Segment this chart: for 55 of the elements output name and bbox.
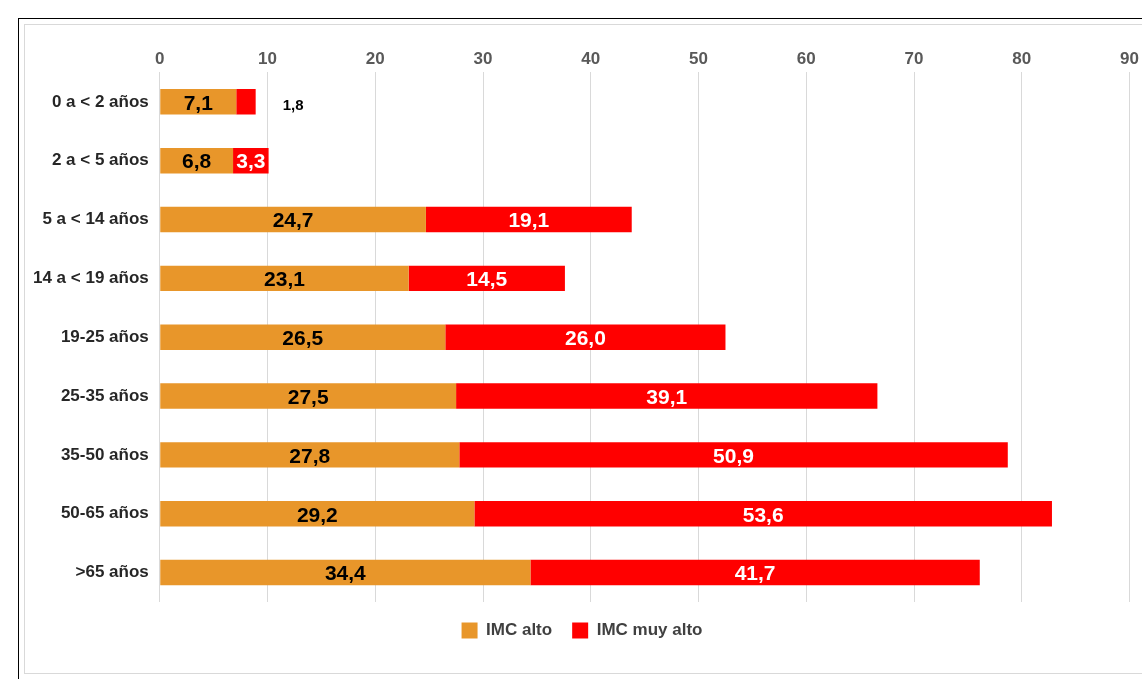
x-tick-label: 50 [689, 48, 708, 68]
data-label: 24,7 [272, 208, 314, 232]
data-label: 29,2 [296, 502, 338, 526]
x-tick-label: 60 [796, 48, 816, 68]
y-tick-label: 35-50 años [60, 444, 149, 464]
data-label: 27,5 [287, 384, 329, 408]
bar [459, 442, 1008, 468]
x-tick-label: 80 [1012, 48, 1032, 68]
bar [160, 206, 426, 233]
bar [160, 324, 446, 350]
bar [456, 383, 878, 409]
legend-label: IMC muy alto [596, 620, 703, 640]
y-tick-label: 14 a < 19 años [32, 268, 149, 288]
bar [160, 501, 475, 527]
bar [236, 89, 256, 115]
y-tick-label: >65 años [75, 562, 149, 582]
x-tick-label: 10 [258, 48, 277, 68]
data-label: 39,1 [646, 384, 688, 408]
y-tick-label: 5 a < 14 años [42, 209, 149, 229]
bar [445, 324, 726, 350]
y-tick-label: 25-35 años [60, 385, 149, 405]
bar [160, 383, 457, 409]
bar [408, 265, 565, 292]
data-label: 1,8 [282, 95, 304, 113]
data-label: 14,5 [466, 267, 508, 291]
data-label: 7,1 [183, 90, 214, 114]
x-tick-label: 70 [904, 48, 924, 68]
data-label: 34,4 [324, 561, 367, 585]
y-tick-label: 19-25 años [60, 326, 149, 346]
bar [160, 89, 237, 115]
data-label: 19,1 [508, 208, 550, 232]
bar [474, 501, 1052, 527]
bar [160, 265, 409, 292]
data-label: 53,6 [742, 502, 784, 526]
y-tick-label: 2 a < 5 años [51, 150, 149, 170]
data-label: 6,8 [182, 149, 212, 173]
legend-label: IMC alto [486, 620, 553, 640]
y-tick-label: 50-65 años [60, 503, 149, 523]
data-label: 41,7 [734, 561, 776, 585]
data-label: 27,8 [289, 443, 331, 467]
bar [530, 559, 980, 586]
x-tick-label: 40 [581, 48, 601, 68]
data-label: 26,0 [564, 326, 606, 349]
x-tick-label: 30 [473, 48, 493, 68]
data-label: 3,3 [236, 149, 266, 173]
x-tick-label: 20 [365, 48, 385, 68]
data-label: 23,1 [264, 267, 306, 291]
bar [160, 559, 531, 586]
x-tick-label: 90 [1120, 48, 1140, 68]
y-tick-label: 0 a < 2 años [51, 91, 149, 111]
data-label: 50,9 [713, 443, 754, 467]
x-tick-label: 0 [155, 48, 165, 68]
bar [160, 442, 460, 468]
bar [425, 206, 632, 233]
data-label: 26,5 [282, 326, 324, 349]
